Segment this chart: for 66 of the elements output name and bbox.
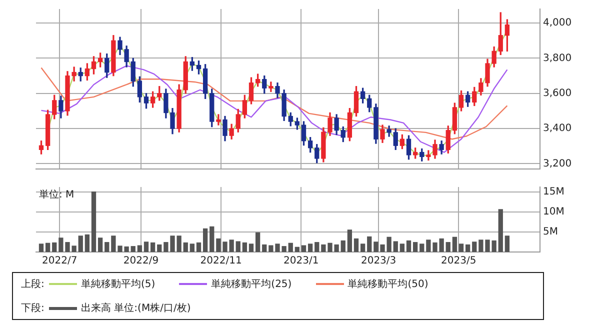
y-tick-label: 3,400 (543, 123, 572, 134)
x-tick-label: 2023/5 (441, 256, 476, 267)
bar (210, 226, 214, 252)
bar (393, 241, 398, 252)
bar (406, 240, 412, 252)
bar (294, 246, 300, 252)
bar (137, 245, 142, 252)
x-tick-label: 2022/11 (200, 256, 242, 267)
bar (340, 240, 346, 252)
bar (354, 238, 359, 252)
bar (314, 242, 320, 252)
bar (452, 236, 458, 252)
y-tick-label: 3,200 (543, 158, 572, 170)
bar (104, 242, 110, 252)
bar (446, 242, 450, 252)
bar (91, 191, 96, 252)
annotation: 単位: M (39, 188, 74, 201)
bar (412, 242, 418, 252)
bar (183, 242, 188, 252)
bar (458, 244, 464, 252)
y-tick-label: 15M (543, 186, 564, 198)
y-tick-label: 3,600 (543, 88, 572, 99)
bar (465, 244, 470, 252)
bar (301, 245, 306, 252)
bar (400, 244, 405, 252)
bar (150, 242, 156, 252)
legend-label: 単純移動平均(50) (348, 278, 428, 291)
legend-title: 下段: (21, 302, 46, 315)
bar (347, 230, 352, 252)
bar (308, 244, 313, 252)
bar (242, 242, 248, 252)
bar (202, 228, 208, 252)
legend-label: 単純移動平均(25) (211, 278, 292, 291)
y-tick-label: 3,800 (543, 52, 572, 64)
x-tick-label: 2022/9 (123, 256, 159, 267)
x-tick-label: 2023/3 (360, 256, 396, 267)
bar (98, 238, 103, 252)
bar (262, 244, 267, 252)
bar (248, 244, 254, 252)
bar (367, 236, 372, 252)
legend-title: 上段: (21, 278, 46, 291)
bar (157, 244, 162, 252)
bar (84, 234, 90, 252)
bar (196, 242, 202, 252)
y-tick-label: 4,000 (543, 18, 572, 29)
bar (255, 232, 260, 252)
x-tick-label: 2023/1 (284, 256, 319, 267)
bar (420, 244, 424, 252)
legend-label: 単純移動平均(5) (81, 278, 156, 291)
bar (130, 246, 136, 252)
bar (360, 244, 366, 252)
bar (45, 242, 50, 252)
bar (52, 242, 57, 252)
bar (236, 241, 240, 252)
legend-label: 出来高 単位:(M株/口/枚) (81, 302, 191, 315)
bar (38, 244, 44, 252)
bar (190, 244, 195, 252)
x-tick-label: 2022/7 (42, 256, 78, 267)
bar (78, 236, 83, 252)
y-tick-label: 5M (543, 226, 558, 238)
bar (504, 236, 510, 252)
y-tick-label: 10M (543, 206, 564, 218)
bar (498, 209, 503, 252)
bar (472, 242, 477, 252)
bar (288, 242, 293, 252)
bar (144, 242, 149, 252)
